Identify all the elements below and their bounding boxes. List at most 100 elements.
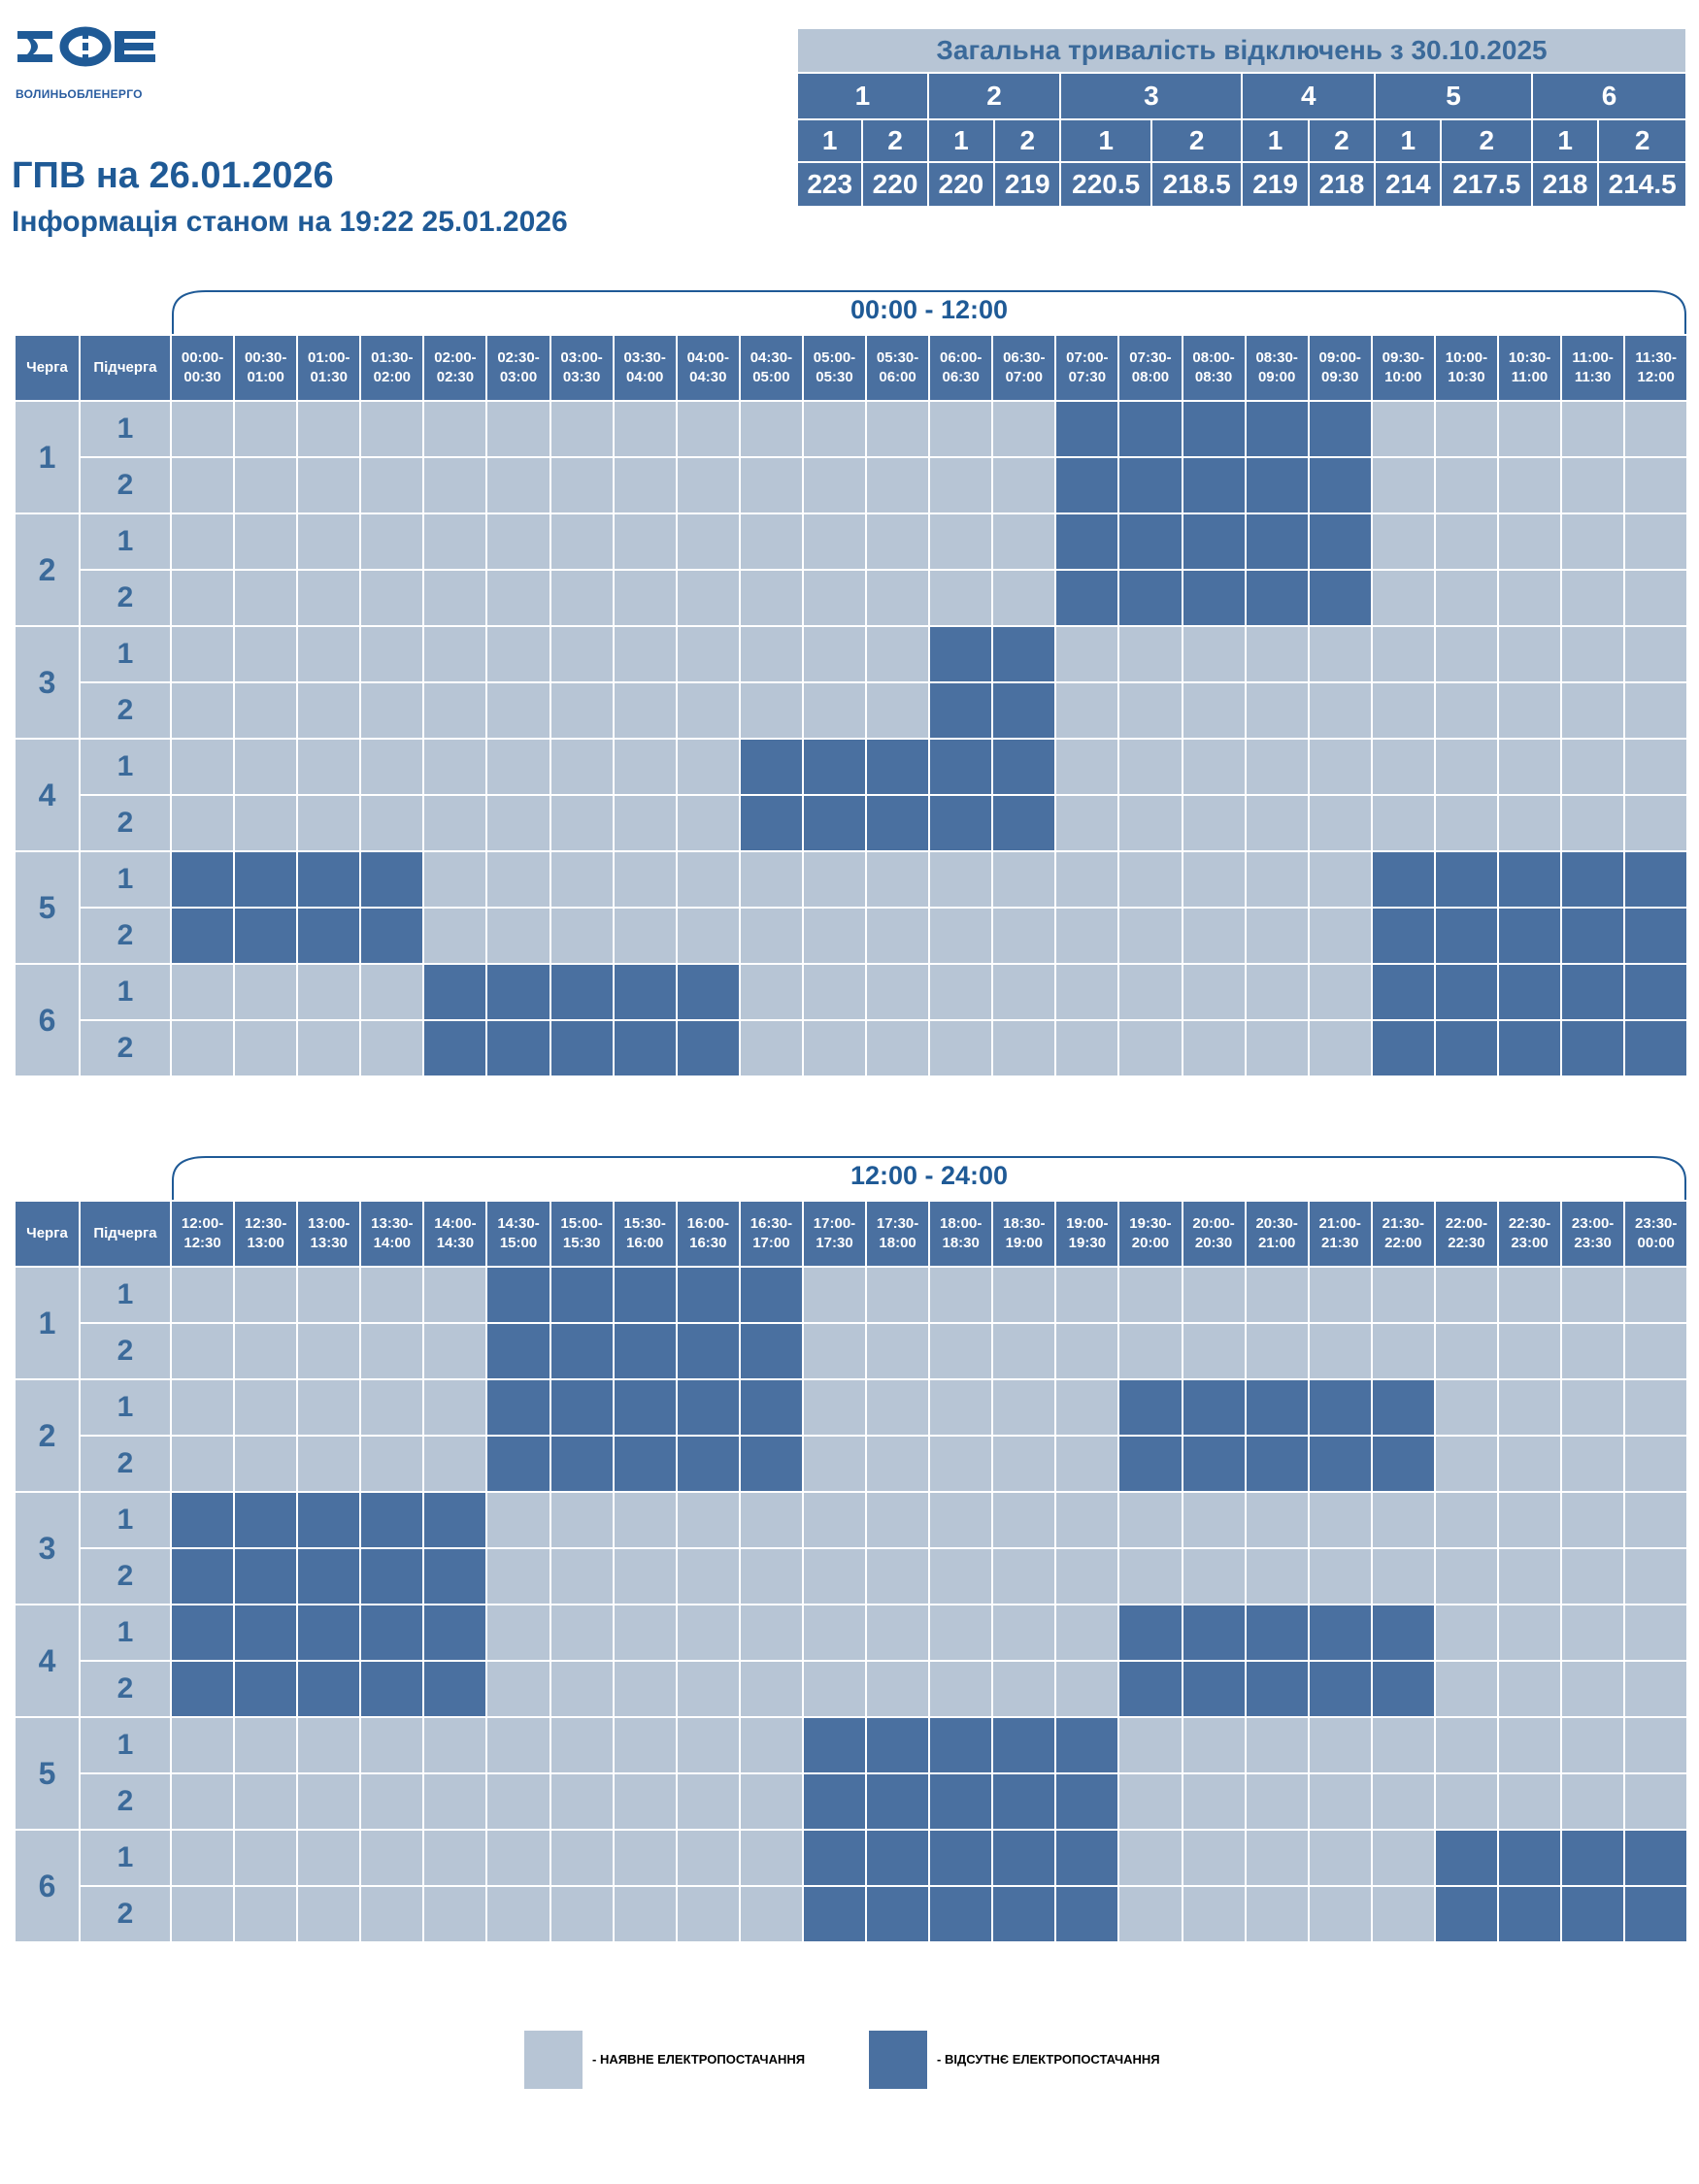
slot-available — [1117, 1322, 1183, 1380]
schedule-row: 2 — [15, 681, 1689, 740]
summary-subqueue: 1 — [1241, 118, 1310, 163]
slot-available — [1181, 1716, 1247, 1774]
slot-outage — [612, 1322, 678, 1380]
slot-outage — [1307, 569, 1373, 627]
slot-outage — [1054, 1829, 1120, 1887]
slot-outage — [1623, 907, 1689, 965]
slot-available — [865, 1491, 931, 1549]
slot-outage — [1370, 1435, 1436, 1493]
slot-available — [359, 963, 425, 1021]
slot-outage — [801, 738, 868, 796]
slot-outage — [549, 963, 615, 1021]
slot-available — [865, 1322, 931, 1380]
slot-available — [169, 1885, 236, 1943]
slot-available — [359, 513, 425, 571]
schedule-row: 2 — [15, 456, 1689, 514]
slot-outage — [1496, 963, 1563, 1021]
slot-available — [1117, 625, 1183, 683]
slot-available — [1054, 625, 1120, 683]
slot-outage — [801, 794, 868, 852]
slot-outage — [1054, 1716, 1120, 1774]
schedule-table-morning: Черга Підчерга 00:00- 00:30 00:30- 01:00 01:00… — [14, 334, 1689, 1077]
slot-available — [801, 907, 868, 965]
slot-outage — [1370, 1660, 1436, 1718]
slot-available — [1433, 794, 1499, 852]
time-slot-header: 14:00- 14:30 — [422, 1200, 488, 1268]
slot-available — [1496, 1322, 1563, 1380]
slot-available — [928, 1547, 994, 1605]
slot-available — [485, 625, 551, 683]
slot-outage — [359, 1547, 425, 1605]
slot-outage — [1244, 569, 1310, 627]
slot-available — [675, 456, 741, 514]
slot-available — [675, 569, 741, 627]
slot-available — [359, 1019, 425, 1077]
slot-available — [422, 1378, 488, 1437]
slot-available — [549, 738, 615, 796]
schedule-row: 2 — [15, 569, 1689, 627]
slot-outage — [549, 1322, 615, 1380]
slot-available — [169, 794, 236, 852]
slot-available — [485, 456, 551, 514]
summary-duration-value: 214 — [1374, 161, 1443, 208]
time-slot-header: 23:00- 23:30 — [1560, 1200, 1626, 1268]
section-label: 12:00 - 24:00 — [850, 1161, 1009, 1190]
slot-outage — [1181, 1604, 1247, 1662]
slot-outage — [738, 794, 804, 852]
slot-available — [738, 907, 804, 965]
slot-available — [485, 569, 551, 627]
slot-available — [1623, 681, 1689, 740]
slot-available — [485, 1772, 551, 1831]
time-slot-header: 20:00- 20:30 — [1181, 1200, 1247, 1268]
slot-available — [1054, 1547, 1120, 1605]
slot-available — [422, 513, 488, 571]
slot-available — [1181, 738, 1247, 796]
slot-outage — [1433, 850, 1499, 909]
slot-outage — [928, 738, 994, 796]
subqueue-number: 2 — [79, 1772, 172, 1831]
slot-available — [169, 681, 236, 740]
slot-available — [675, 1604, 741, 1662]
slot-available — [928, 963, 994, 1021]
slot-available — [233, 681, 299, 740]
slot-available — [1244, 963, 1310, 1021]
slot-available — [359, 1829, 425, 1887]
slot-outage — [865, 1772, 931, 1831]
slot-available — [1496, 569, 1563, 627]
queue-number: 4 — [14, 1604, 81, 1718]
slot-available — [1370, 1266, 1436, 1324]
slot-available — [675, 681, 741, 740]
summary-queue: 3 — [1059, 72, 1244, 120]
slot-outage — [1307, 1435, 1373, 1493]
slot-outage — [485, 1019, 551, 1077]
slot-outage — [801, 1716, 868, 1774]
summary-duration-value: 218 — [1307, 161, 1377, 208]
slot-available — [1181, 625, 1247, 683]
slot-available — [675, 1660, 741, 1718]
slot-outage — [1054, 513, 1120, 571]
slot-available — [359, 1378, 425, 1437]
slot-outage — [296, 1547, 362, 1605]
slot-available — [1370, 794, 1436, 852]
slot-available — [1560, 513, 1626, 571]
slot-available — [1623, 1716, 1689, 1774]
slot-outage — [233, 1604, 299, 1662]
slot-available — [1117, 738, 1183, 796]
slot-available — [1117, 1885, 1183, 1943]
time-slot-header: 18:30- 19:00 — [991, 1200, 1057, 1268]
slot-available — [1623, 400, 1689, 458]
slot-available — [928, 456, 994, 514]
slot-available — [1181, 907, 1247, 965]
slot-available — [612, 1829, 678, 1887]
slot-available — [169, 513, 236, 571]
slot-available — [1433, 1378, 1499, 1437]
slot-available — [296, 400, 362, 458]
slot-available — [359, 1435, 425, 1493]
slot-available — [1244, 1019, 1310, 1077]
slot-outage — [1370, 1604, 1436, 1662]
slot-available — [1623, 513, 1689, 571]
slot-available — [1117, 963, 1183, 1021]
slot-outage — [675, 1266, 741, 1324]
slot-available — [675, 1547, 741, 1605]
